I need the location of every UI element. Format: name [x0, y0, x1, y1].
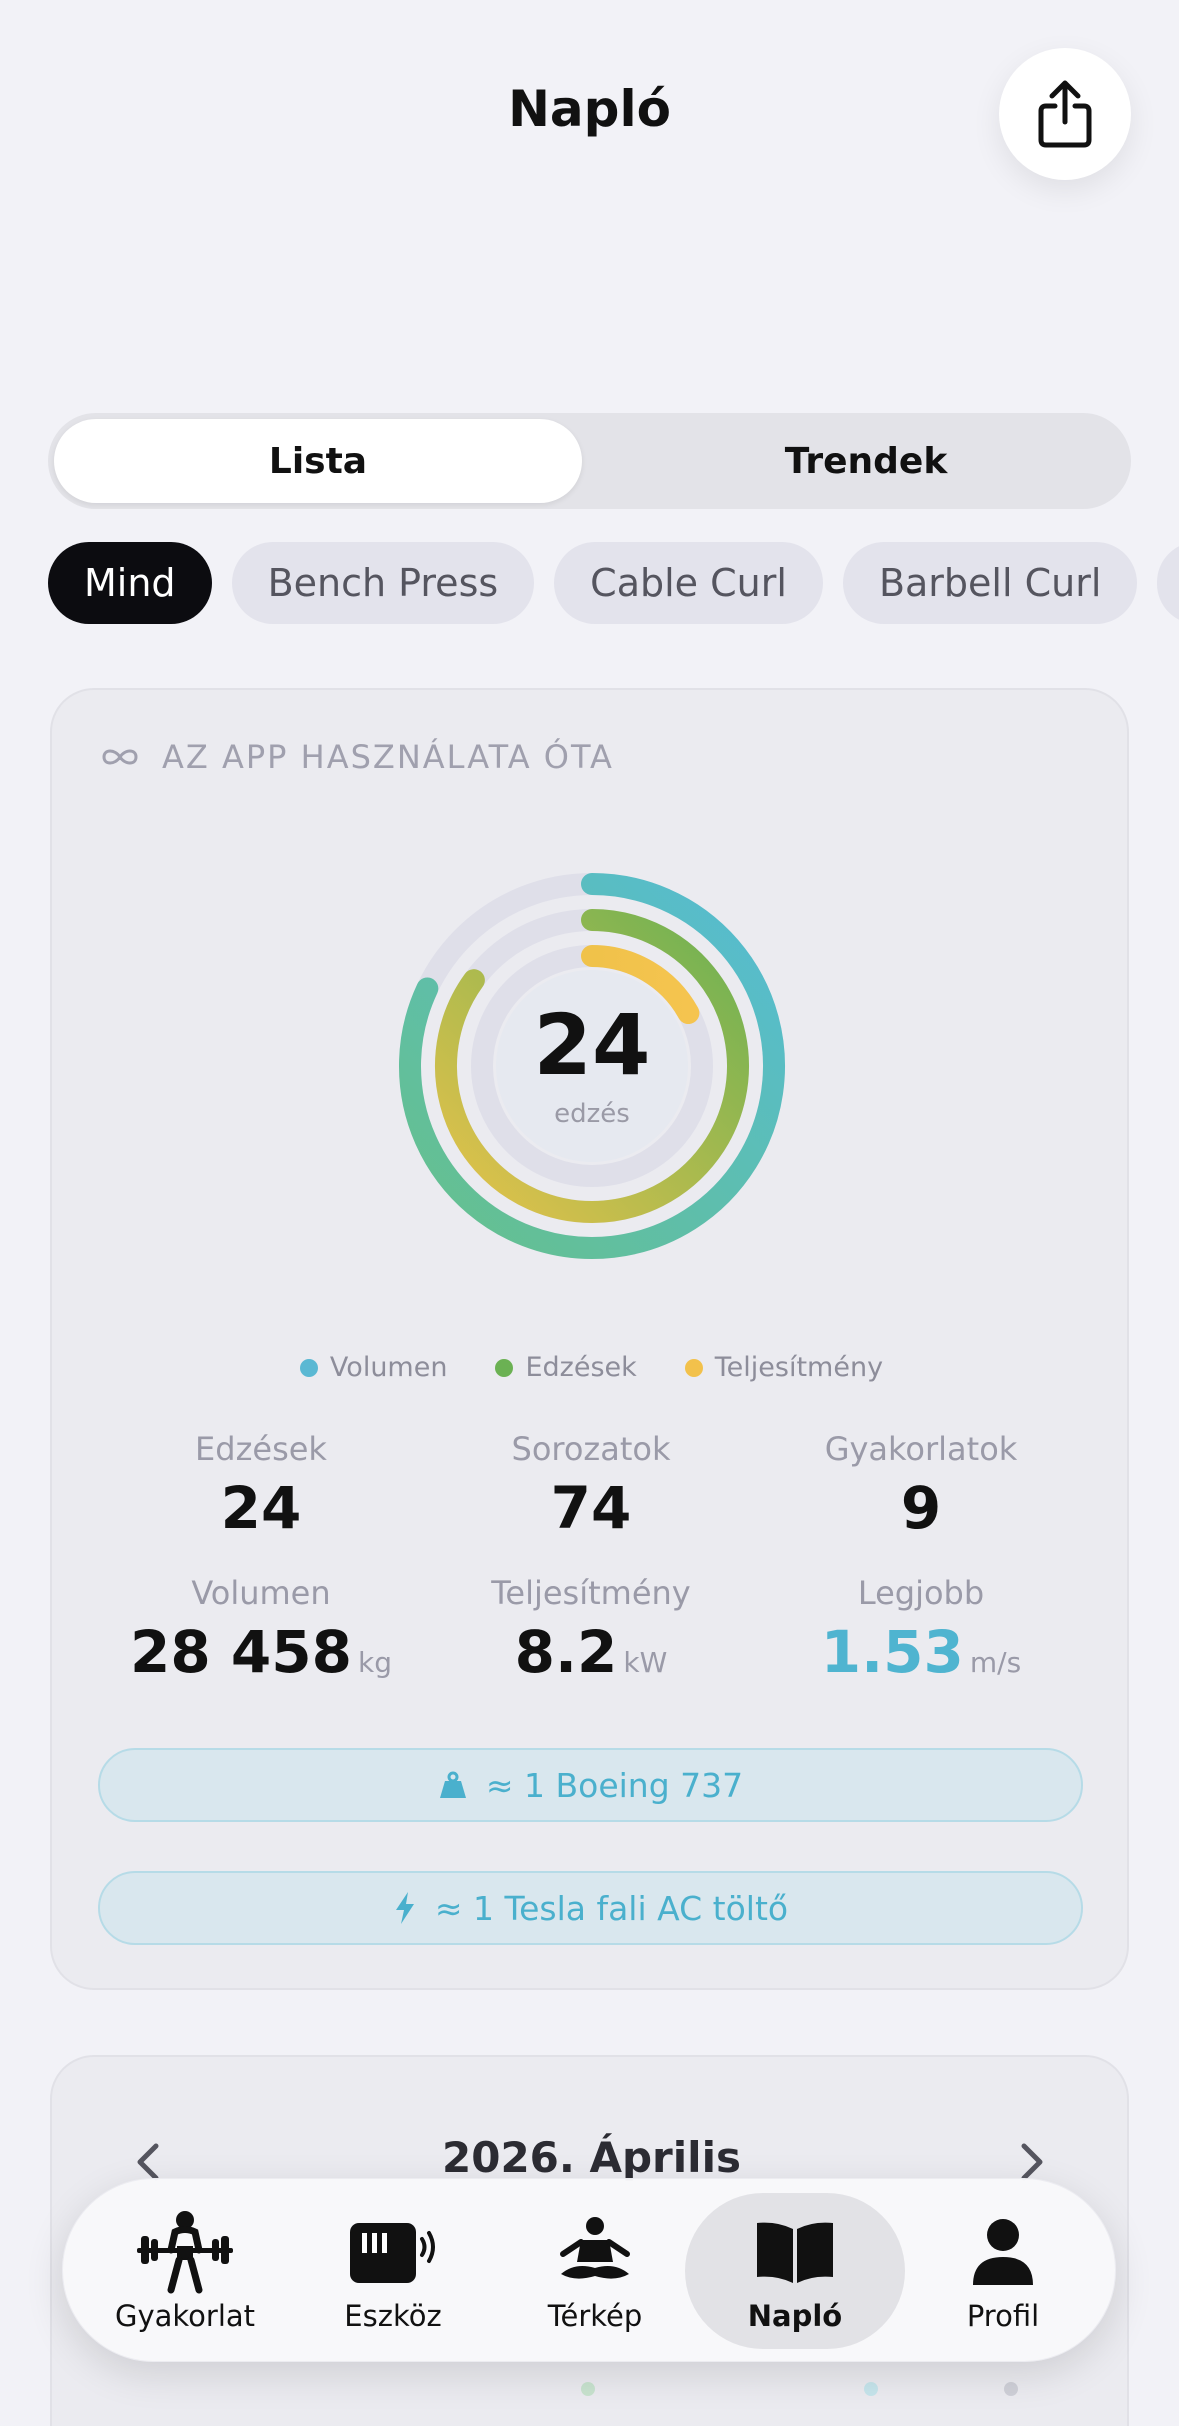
- exercise-filter-chips: Mind Bench Press Cable Curl Barbell Curl: [48, 542, 1179, 626]
- share-icon: [1038, 80, 1092, 148]
- filter-chip-bench-press[interactable]: Bench Press: [231, 542, 535, 624]
- stat-value: 24: [220, 1474, 302, 1542]
- stat-unit: m/s: [969, 1646, 1022, 1679]
- stat-label: Legjobb: [857, 1574, 985, 1612]
- legend-label-teljesitmeny: Teljesítmény: [714, 1352, 884, 1383]
- share-button[interactable]: [999, 48, 1131, 180]
- lifetime-stats-card: AZ APP HASZNÁLATA ÓTA: [50, 688, 1129, 1990]
- segment-lista[interactable]: Lista: [54, 419, 582, 503]
- stat-gyakorlatok: Gyakorlatok 9: [756, 1430, 1086, 1542]
- legend-edzesek: Edzések: [495, 1352, 637, 1383]
- book-icon: [753, 2209, 837, 2295]
- legend-teljesitmeny: Teljesítmény: [684, 1352, 884, 1383]
- filter-chip-cable-curl[interactable]: Cable Curl: [554, 542, 823, 624]
- filter-chip-mind[interactable]: Mind: [48, 542, 212, 624]
- filter-chip-more[interactable]: [1157, 542, 1179, 624]
- rings-chart: [399, 873, 785, 1259]
- card-heading: AZ APP HASZNÁLATA ÓTA: [162, 738, 614, 776]
- stat-legjobb: Legjobb 1.53 m/s: [756, 1574, 1086, 1686]
- previous-month-button[interactable]: [128, 2137, 168, 2187]
- tab-label: Gyakorlat: [114, 2299, 256, 2333]
- person-icon: [970, 2209, 1036, 2295]
- tab-naplo[interactable]: Napló: [685, 2193, 905, 2349]
- tab-bar: Gyakorlat Eszköz Térkép: [62, 2178, 1116, 2362]
- stat-value: 8.2 kW: [426, 1618, 756, 1686]
- stat-label: Volumen: [191, 1574, 331, 1612]
- infinity-icon: [102, 749, 138, 765]
- stat-unit: kW: [623, 1646, 668, 1679]
- meditation-icon: [555, 2209, 635, 2295]
- rings-legend: Volumen Edzések Teljesítmény: [52, 1352, 1131, 1383]
- legend-dot-edzesek: [495, 1358, 514, 1377]
- tab-label: Eszköz: [344, 2299, 442, 2333]
- calendar-day-marker: [864, 2382, 878, 2396]
- ring-center: 24 edzés: [392, 866, 792, 1266]
- fact-weight: ≈ 1 Boeing 737: [98, 1748, 1083, 1822]
- stat-sorozatok: Sorozatok 74: [426, 1430, 756, 1542]
- activity-rings: 24 edzés: [392, 866, 792, 1266]
- chevron-right-icon: [1021, 2143, 1043, 2181]
- stat-value: 28 458 kg: [96, 1618, 426, 1686]
- legend-dot-volumen: [299, 1358, 318, 1377]
- tab-label: Profil: [966, 2299, 1040, 2333]
- stat-value: 74: [550, 1474, 632, 1542]
- ring-teljesitmeny: [581, 945, 700, 1025]
- tab-terkep[interactable]: Térkép: [495, 2193, 695, 2349]
- stat-volumen: Volumen 28 458 kg: [96, 1574, 426, 1686]
- fact-text: ≈ 1 Boeing 737: [485, 1765, 744, 1805]
- device-icon: [348, 2209, 438, 2295]
- workout-count-unit: edzés: [554, 1099, 630, 1129]
- legend-volumen: Volumen: [299, 1352, 448, 1383]
- tab-eszkoz[interactable]: Eszköz: [293, 2193, 493, 2349]
- stat-unit: kg: [357, 1646, 392, 1679]
- calendar-day-marker: [1004, 2382, 1018, 2396]
- ring-volumen: [399, 873, 785, 1259]
- legend-dot-teljesitmeny: [684, 1358, 703, 1377]
- stat-value: 1.53 m/s: [756, 1618, 1086, 1686]
- weightlifter-icon: [133, 2209, 237, 2295]
- stat-label: Gyakorlatok: [824, 1430, 1018, 1468]
- next-month-button[interactable]: [1012, 2137, 1052, 2187]
- chevron-left-icon: [137, 2143, 159, 2181]
- fact-text: ≈ 1 Tesla fali AC töltő: [434, 1888, 789, 1928]
- stat-edzesek: Edzések 24: [96, 1430, 426, 1542]
- stat-label: Teljesítmény: [491, 1574, 691, 1612]
- ring-edzesek: [435, 909, 749, 1223]
- filter-chip-barbell-curl[interactable]: Barbell Curl: [842, 542, 1138, 624]
- card-header: AZ APP HASZNÁLATA ÓTA: [98, 738, 614, 776]
- stat-number: 1.53: [820, 1618, 964, 1686]
- page-title: Napló: [508, 80, 671, 138]
- legend-label-volumen: Volumen: [329, 1352, 448, 1383]
- calendar-month-title: 2026. Április: [442, 2133, 741, 2182]
- stat-number: 8.2: [514, 1618, 618, 1686]
- tab-label: Térkép: [547, 2299, 643, 2333]
- stat-label: Sorozatok: [511, 1430, 671, 1468]
- legend-label-edzesek: Edzések: [525, 1352, 637, 1383]
- tab-gyakorlat[interactable]: Gyakorlat: [85, 2193, 285, 2349]
- segment-trendek[interactable]: Trendek: [784, 440, 948, 482]
- tab-label: Napló: [747, 2299, 843, 2333]
- stat-label: Edzések: [195, 1430, 327, 1468]
- workout-count: 24: [533, 996, 651, 1094]
- tab-profil[interactable]: Profil: [903, 2193, 1103, 2349]
- stat-value: 9: [900, 1474, 942, 1542]
- view-segmented-control: Lista Trendek: [48, 413, 1131, 509]
- weight-icon: [438, 1770, 468, 1800]
- stat-teljesitmeny: Teljesítmény 8.2 kW: [426, 1574, 756, 1686]
- stat-number: 28 458: [130, 1618, 352, 1686]
- calendar-day-marker: [581, 2382, 595, 2396]
- bolt-icon: [393, 1891, 417, 1925]
- fact-energy: ≈ 1 Tesla fali AC töltő: [98, 1871, 1083, 1945]
